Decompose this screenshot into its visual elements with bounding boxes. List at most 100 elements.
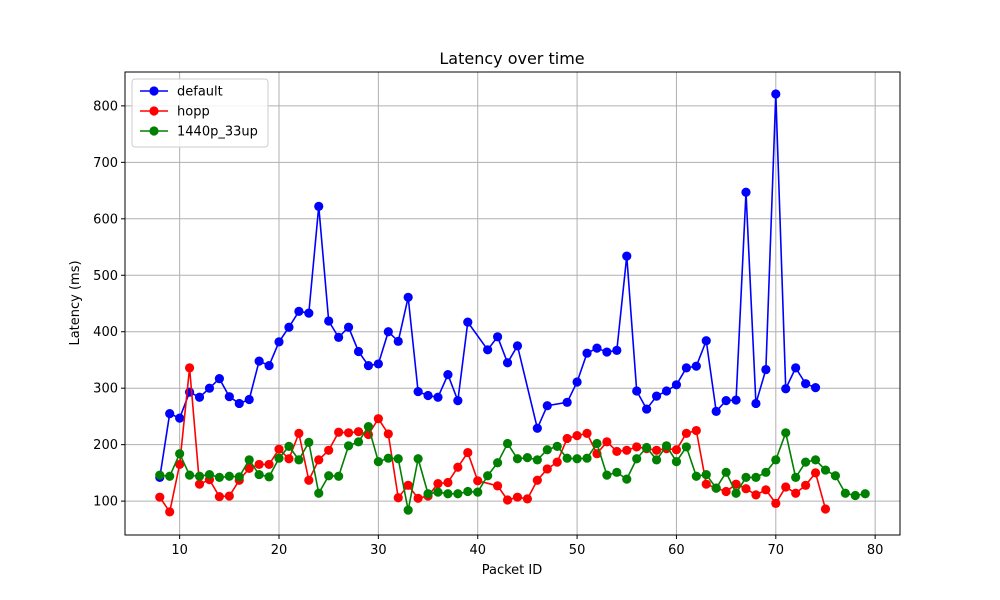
data-point <box>234 472 244 482</box>
data-point <box>751 490 761 500</box>
data-point <box>681 363 691 373</box>
x-tick-label: 30 <box>370 543 387 558</box>
x-tick-label: 60 <box>668 543 685 558</box>
legend-marker <box>149 106 159 116</box>
data-point <box>363 421 374 432</box>
data-point <box>771 455 781 465</box>
data-point <box>731 479 741 489</box>
data-point <box>373 414 383 424</box>
data-point <box>423 390 433 401</box>
data-point <box>284 322 294 332</box>
data-point <box>681 442 691 452</box>
legend-label: 1440p_33up <box>177 125 258 140</box>
data-point <box>632 442 642 452</box>
data-point <box>453 462 463 472</box>
data-point <box>165 507 175 517</box>
data-point <box>244 394 254 405</box>
data-point <box>343 322 354 332</box>
series-default <box>155 89 821 483</box>
data-point <box>413 386 423 397</box>
legend-label: default <box>177 85 223 100</box>
y-tick-label: 800 <box>93 99 118 114</box>
data-point <box>433 479 443 489</box>
data-point <box>353 427 364 437</box>
data-point <box>612 345 622 355</box>
data-point <box>165 471 175 481</box>
data-point <box>304 308 314 318</box>
data-point <box>413 493 423 503</box>
data-point <box>741 187 751 197</box>
data-point <box>612 446 622 457</box>
data-point <box>572 431 582 441</box>
data-point <box>582 453 592 463</box>
data-point <box>801 457 811 467</box>
data-point <box>781 428 791 438</box>
y-tick-label: 400 <box>93 325 118 340</box>
data-point <box>155 470 165 480</box>
data-point <box>562 453 572 463</box>
data-point <box>234 398 244 409</box>
data-point <box>572 377 582 387</box>
data-point <box>810 468 821 478</box>
data-point <box>731 395 741 405</box>
grid <box>125 72 900 535</box>
data-point <box>254 469 264 480</box>
data-point <box>324 316 334 326</box>
data-point <box>403 505 413 515</box>
x-tick-label: 70 <box>768 543 785 558</box>
data-point <box>314 488 324 498</box>
data-point <box>314 201 324 211</box>
data-point <box>721 396 731 406</box>
data-point <box>334 471 344 481</box>
data-point <box>721 467 731 477</box>
data-point <box>403 292 413 302</box>
data-point <box>274 337 284 347</box>
data-point <box>701 479 711 489</box>
data-point <box>562 397 572 407</box>
data-point <box>761 467 771 477</box>
y-tick-label: 200 <box>93 438 118 453</box>
data-point <box>820 465 831 475</box>
data-point <box>433 487 443 497</box>
data-point <box>175 459 185 470</box>
data-point <box>582 348 592 358</box>
data-point <box>373 359 383 369</box>
data-point <box>194 392 205 402</box>
data-point <box>771 498 781 508</box>
data-point <box>850 490 860 501</box>
data-point <box>254 356 264 366</box>
data-point <box>522 494 533 504</box>
data-point <box>274 444 284 454</box>
data-point <box>632 454 642 464</box>
data-point <box>632 386 642 396</box>
x-tick-label: 80 <box>867 543 884 558</box>
data-point <box>671 380 682 390</box>
data-point <box>473 476 483 486</box>
data-point <box>393 336 403 346</box>
data-point <box>711 406 721 416</box>
data-point <box>334 332 344 342</box>
data-point <box>701 336 711 346</box>
data-point <box>244 455 254 465</box>
data-point <box>184 363 195 373</box>
data-point <box>572 454 582 464</box>
y-axis-label: Latency (ms) <box>68 260 83 345</box>
data-point <box>791 488 801 498</box>
data-point <box>324 445 334 455</box>
data-point <box>294 428 304 438</box>
data-point <box>483 471 493 481</box>
data-point <box>622 251 632 261</box>
series-layer <box>155 89 870 517</box>
data-point <box>383 453 393 463</box>
data-point <box>582 428 592 438</box>
x-axis-label: Packet ID <box>482 563 543 578</box>
data-point <box>334 427 344 437</box>
data-point <box>214 472 224 483</box>
data-point <box>701 469 711 480</box>
data-point <box>622 474 632 484</box>
data-point <box>681 428 691 438</box>
data-point <box>194 471 205 481</box>
data-point <box>244 463 254 473</box>
data-point <box>324 471 334 481</box>
